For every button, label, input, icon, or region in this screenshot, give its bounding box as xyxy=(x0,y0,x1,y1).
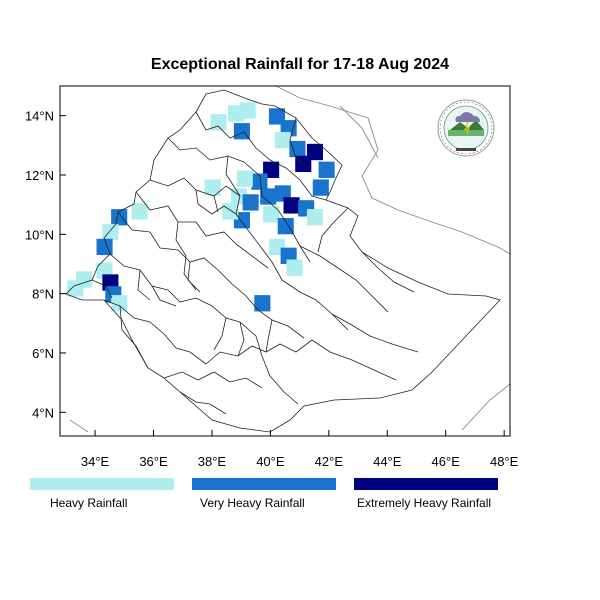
x-tick-label: 40°E xyxy=(256,454,285,469)
rainfall-cell-very-heavy xyxy=(111,209,128,226)
x-tick-label: 46°E xyxy=(432,454,461,469)
rainfall-cell-very-heavy xyxy=(251,173,268,190)
rainfall-cell-heavy xyxy=(236,170,253,187)
x-tick-label: 34°E xyxy=(81,454,110,469)
rainfall-cell-extreme xyxy=(283,197,300,214)
rainfall-cell-very-heavy xyxy=(233,123,250,140)
y-tick-label: 8°N xyxy=(32,287,54,302)
rainfall-cell-very-heavy xyxy=(260,188,277,205)
rainfall-cell-very-heavy xyxy=(289,140,306,158)
y-tick-label: 10°N xyxy=(25,227,54,242)
y-tick-label: 12°N xyxy=(25,168,54,183)
rainfall-cell-heavy xyxy=(204,179,221,196)
rainfall-cell-heavy xyxy=(306,209,323,226)
rainfall-cell-heavy xyxy=(239,102,256,119)
legend-swatch-heavy xyxy=(30,478,174,490)
x-tick-label: 38°E xyxy=(198,454,227,469)
y-axis: 4°N 6°N 8°N 10°N 12°N 14°N xyxy=(25,109,66,420)
rainfall-cell-very-heavy xyxy=(312,179,329,196)
rainfall-cell-heavy xyxy=(102,223,119,241)
rainfall-cell-heavy xyxy=(263,206,280,223)
rainfall-cell-extreme xyxy=(306,143,323,161)
region-boundaries xyxy=(65,89,501,433)
rainfall-cell-very-heavy xyxy=(242,194,259,211)
rainfall-cell-heavy xyxy=(210,114,227,131)
x-tick-label: 36°E xyxy=(139,454,168,469)
legend-swatch-extreme xyxy=(354,478,498,490)
rainfall-layer xyxy=(67,102,335,312)
neighbor-borders xyxy=(69,85,511,433)
y-tick-label: 6°N xyxy=(32,346,54,361)
rainfall-cell-heavy xyxy=(222,203,239,220)
rainfall-cell-heavy xyxy=(286,259,303,276)
country-outline xyxy=(65,89,501,433)
legend-swatch-very-heavy xyxy=(192,478,336,490)
rainfall-cell-very-heavy xyxy=(96,238,113,256)
x-tick-label: 42°E xyxy=(315,454,344,469)
rainfall-cell-very-heavy xyxy=(318,161,335,178)
rainfall-cell-very-heavy xyxy=(254,295,271,312)
rainfall-cell-heavy xyxy=(131,203,148,220)
rainfall-cell-very-heavy xyxy=(277,217,294,235)
y-tick-label: 14°N xyxy=(25,109,54,124)
legend-label-extreme: Extremely Heavy Rainfall xyxy=(357,496,492,510)
rainfall-cell-heavy xyxy=(274,131,291,149)
x-tick-label: 44°E xyxy=(373,454,402,469)
rainfall-cell-heavy xyxy=(111,295,128,312)
legend-label-heavy: Heavy Rainfall xyxy=(50,496,128,510)
rainfall-cell-heavy xyxy=(76,271,93,288)
y-tick-label: 4°N xyxy=(32,405,54,420)
x-tick-label: 48°E xyxy=(490,454,519,469)
legend-label-very-heavy: Very Heavy Rainfall xyxy=(200,496,305,510)
agency-logo xyxy=(437,99,495,157)
plot-frame xyxy=(59,85,511,437)
map-title: Exceptional Rainfall for 17-18 Aug 2024 xyxy=(150,56,450,73)
x-axis: 34°E 36°E 38°E 40°E 42°E 44°E 46°E 48°E xyxy=(81,430,519,469)
